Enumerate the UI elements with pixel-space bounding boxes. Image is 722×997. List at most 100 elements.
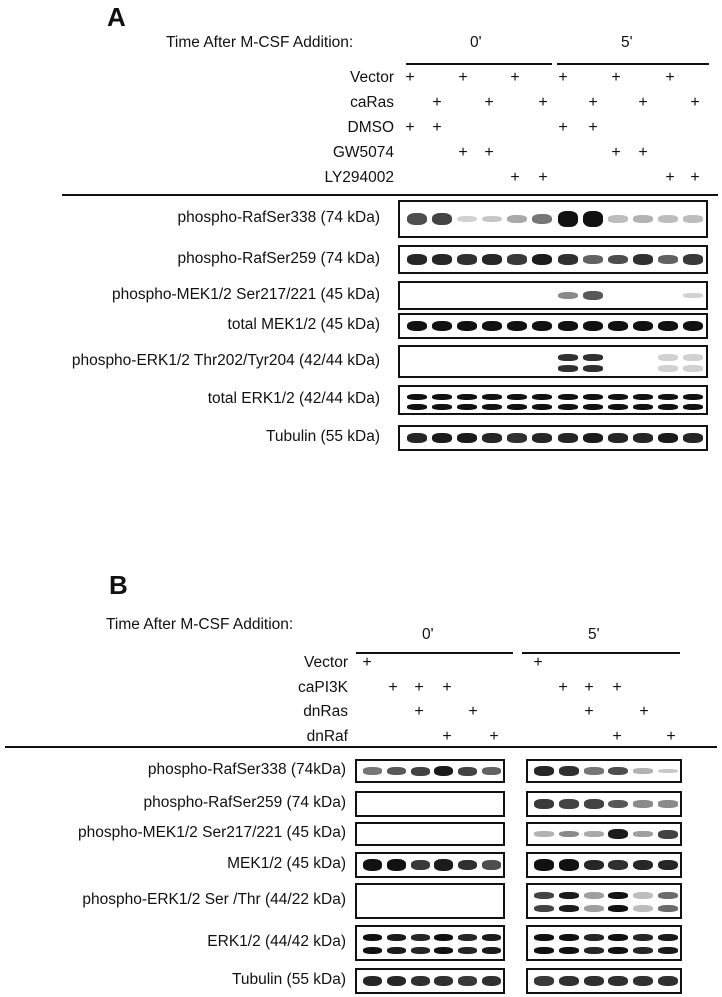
panel-b-band	[481, 767, 501, 775]
panel-a-blot	[398, 245, 708, 274]
panel-b-band	[608, 975, 629, 987]
panel-a-band	[658, 354, 679, 361]
panel-a-band	[633, 215, 654, 223]
panel-a-plus-mark: +	[484, 94, 494, 111]
panel-b-plus-mark: +	[612, 728, 622, 745]
panel-a-band	[582, 432, 603, 444]
panel-b-band	[608, 946, 629, 954]
panel-a-band	[683, 433, 704, 443]
panel-b-blot	[526, 925, 682, 961]
panel-b-plus-mark: +	[584, 679, 594, 696]
panel-a-time-5: 5'	[621, 34, 633, 51]
panel-b-band	[657, 829, 678, 839]
panel-b-plus-mark: +	[362, 654, 372, 671]
panel-b-band	[583, 799, 604, 809]
panel-a-blot-label: phospho-MEK1/2 Ser217/221 (45 kDa)	[112, 285, 380, 303]
panel-b-plus-mark: +	[584, 703, 594, 720]
panel-a-time-0: 0'	[470, 34, 482, 51]
panel-a-band	[507, 393, 528, 400]
panel-a-band	[557, 433, 578, 443]
panel-a-band	[532, 433, 553, 443]
panel-a-band	[633, 403, 654, 410]
panel-b-time-label: Time After M-CSF Addition:	[106, 616, 294, 633]
panel-a-band	[507, 254, 528, 265]
panel-b-band	[458, 766, 477, 776]
panel-a-band	[658, 403, 679, 410]
panel-a-band	[683, 354, 704, 361]
panel-b-band	[583, 892, 604, 900]
panel-a-band	[607, 320, 628, 332]
panel-b-band	[481, 934, 501, 942]
panel-b-band	[458, 934, 477, 942]
panel-b-band	[410, 859, 430, 871]
panel-b-band	[583, 831, 604, 837]
panel-b-band	[633, 800, 653, 808]
panel-b-time0-bracket	[356, 652, 513, 654]
panel-a-plus-mark: +	[432, 119, 442, 136]
panel-b-band	[633, 768, 653, 774]
panel-a-band	[482, 403, 503, 410]
panel-b-blot	[355, 968, 505, 994]
panel-b-band	[657, 859, 678, 871]
panel-b-blot	[526, 822, 682, 846]
panel-a-band	[633, 433, 654, 443]
panel-b-band	[633, 892, 653, 900]
panel-b-band	[434, 934, 454, 942]
panel-b-band	[583, 767, 604, 775]
panel-b-band	[608, 934, 629, 942]
panel-a-band	[532, 393, 553, 400]
panel-a-band	[406, 403, 427, 410]
panel-a-band	[406, 212, 427, 226]
panel-b-band	[458, 859, 477, 871]
panel-b-condition-label: dnRaf	[306, 728, 348, 745]
panel-b-blot	[526, 759, 682, 783]
panel-a-band	[658, 255, 679, 264]
panel-a-plus-mark: +	[611, 69, 621, 86]
panel-a-plus-mark: +	[458, 69, 468, 86]
panel-a-band	[406, 320, 427, 332]
panel-b-plus-mark: +	[558, 679, 568, 696]
panel-b-band	[387, 934, 406, 942]
panel-a-band	[582, 211, 603, 227]
panel-b-plus-mark: +	[442, 728, 452, 745]
panel-b-band	[410, 975, 430, 987]
panel-b-blot	[526, 852, 682, 878]
panel-a-plus-mark: +	[690, 169, 700, 186]
panel-b-band	[534, 975, 555, 987]
panel-b-band	[559, 946, 579, 954]
panel-a-condition-label: GW5074	[332, 144, 394, 161]
panel-b-band	[608, 766, 629, 776]
panel-b-band	[363, 975, 383, 987]
panel-b-plus-mark: +	[388, 679, 398, 696]
panel-b-band	[534, 765, 555, 777]
panel-b-plus-mark: +	[442, 679, 452, 696]
panel-a-band	[607, 254, 628, 265]
panel-a-band	[431, 403, 452, 410]
panel-a-divider	[62, 194, 718, 196]
panel-b-divider	[5, 746, 717, 748]
panel-a-plus-mark: +	[611, 144, 621, 161]
panel-b-band	[434, 975, 454, 987]
panel-b-band	[657, 946, 678, 954]
panel-a-plus-mark: +	[405, 69, 415, 86]
panel-b-blot	[526, 883, 682, 919]
panel-a-band	[456, 215, 477, 223]
panel-b-band	[387, 859, 406, 871]
panel-b-band	[534, 904, 555, 912]
panel-a-letter: A	[107, 2, 126, 32]
panel-b-band	[559, 975, 579, 987]
panel-a-plus-mark: +	[510, 69, 520, 86]
panel-b-blot	[355, 883, 505, 919]
panel-b-blot	[355, 822, 505, 846]
panel-b-band	[534, 831, 555, 837]
panel-b-band	[657, 975, 678, 987]
panel-b-blot	[355, 759, 505, 783]
panel-b-plus-mark: +	[639, 703, 649, 720]
panel-b-band	[387, 946, 406, 954]
panel-b-band	[363, 859, 383, 871]
panel-a-band	[456, 432, 477, 444]
panel-a-band	[456, 320, 477, 332]
panel-b-band	[657, 892, 678, 900]
panel-b-plus-mark: +	[612, 679, 622, 696]
panel-a-plus-mark: +	[588, 94, 598, 111]
